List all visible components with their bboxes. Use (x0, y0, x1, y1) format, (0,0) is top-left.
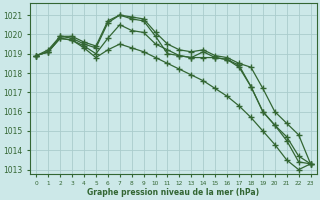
X-axis label: Graphe pression niveau de la mer (hPa): Graphe pression niveau de la mer (hPa) (87, 188, 260, 197)
